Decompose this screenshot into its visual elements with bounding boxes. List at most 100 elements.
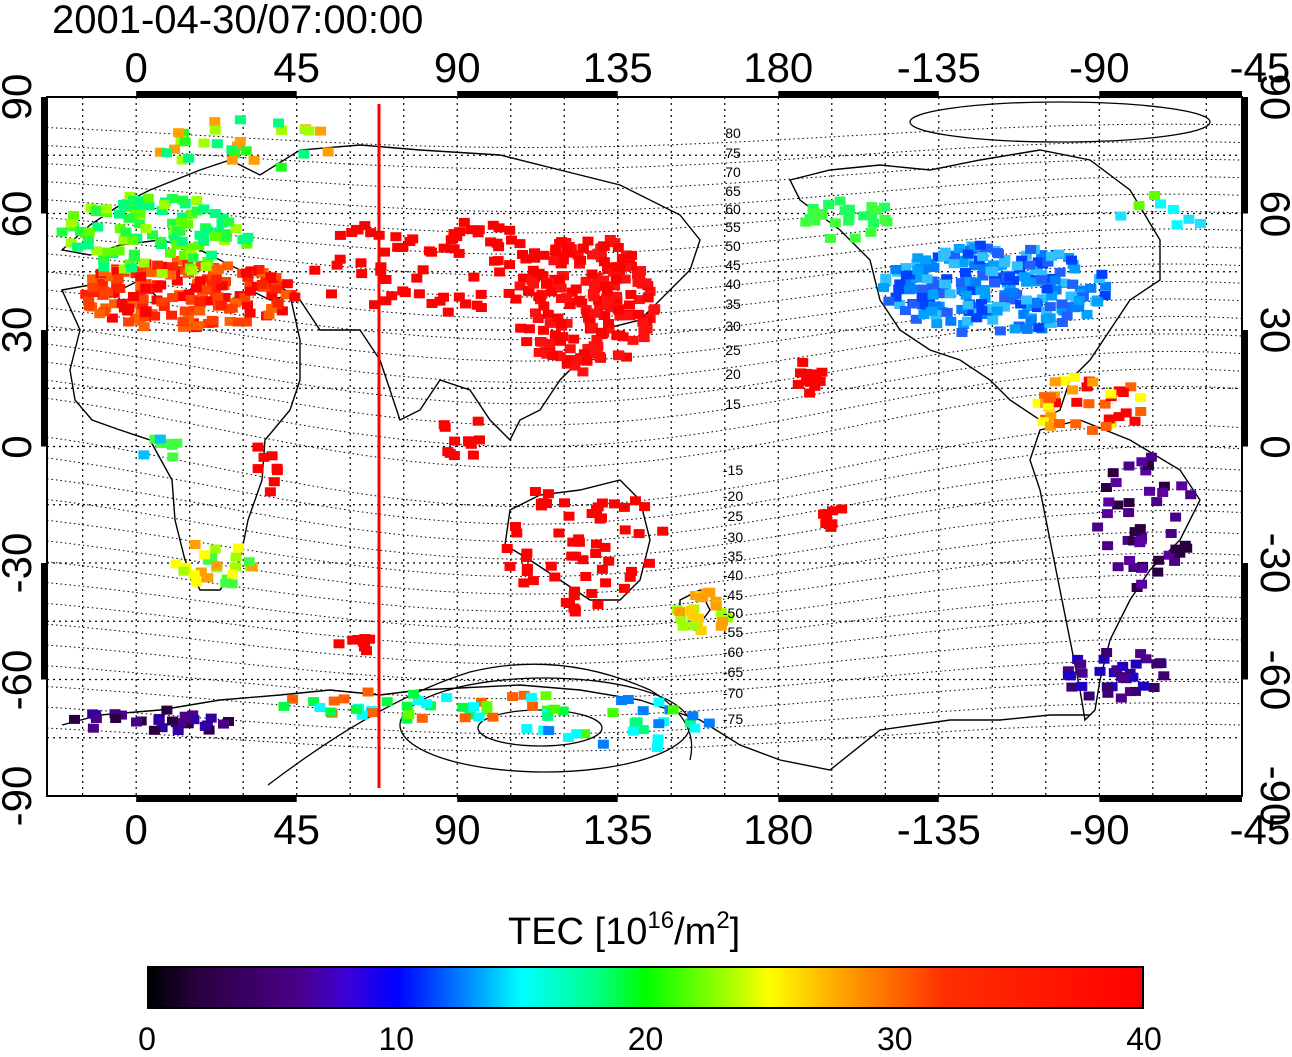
tec-cell xyxy=(569,361,581,371)
tec-cell xyxy=(821,513,833,523)
tec-cell xyxy=(977,271,989,281)
tec-cell xyxy=(1056,304,1068,314)
tec-cell xyxy=(542,711,554,721)
tec-cell xyxy=(169,144,181,154)
tec-cell xyxy=(165,270,177,280)
tec-cell xyxy=(114,224,126,234)
tec-cell xyxy=(245,286,256,296)
tec-cell xyxy=(561,359,573,369)
tec-cell xyxy=(608,267,620,277)
tec-cell xyxy=(1145,452,1157,462)
tec-cell xyxy=(185,295,197,304)
tec-cell xyxy=(928,263,940,272)
tec-cell xyxy=(179,137,191,147)
lat-tick-label-left: 0 xyxy=(0,392,40,502)
tec-cell xyxy=(1087,377,1099,387)
tec-cell xyxy=(224,316,236,326)
tec-cell xyxy=(309,265,321,275)
tec-cell xyxy=(591,343,603,353)
tec-cell xyxy=(1083,691,1095,701)
tec-cell xyxy=(920,255,932,265)
tec-cell xyxy=(72,242,84,252)
tec-cell xyxy=(232,317,244,327)
tec-cell xyxy=(596,513,607,523)
tec-cell xyxy=(138,258,150,268)
tec-cell xyxy=(454,227,466,237)
tec-cell xyxy=(264,487,276,497)
tec-cell xyxy=(390,232,402,242)
tec-cell xyxy=(616,254,628,263)
tec-cell xyxy=(999,293,1011,303)
magnetic-contour-line xyxy=(46,638,1243,682)
contour-label-north: 70 xyxy=(725,164,741,180)
tec-cell xyxy=(128,292,139,301)
tec-cell xyxy=(1128,563,1140,572)
tec-cell xyxy=(1046,251,1057,261)
tec-cell xyxy=(1004,281,1016,291)
tec-cell xyxy=(529,253,541,263)
tec-cell xyxy=(613,351,625,361)
tec-cell xyxy=(272,298,284,308)
tec-cell xyxy=(92,222,104,232)
tec-cell xyxy=(510,522,521,531)
tec-cell xyxy=(521,337,533,347)
tec-cell xyxy=(809,375,821,385)
coastline xyxy=(1029,419,1201,722)
tec-cell xyxy=(578,349,590,359)
tec-cell xyxy=(166,310,178,320)
tec-cell xyxy=(56,227,68,237)
tec-cell xyxy=(579,729,591,739)
tec-cell xyxy=(186,266,198,276)
tec-cell xyxy=(161,148,173,158)
tec-cell xyxy=(98,255,110,265)
tec-cell xyxy=(198,235,209,245)
tec-cell xyxy=(544,339,556,349)
tec-cell xyxy=(140,279,152,289)
tec-cell xyxy=(135,288,147,298)
tec-cell xyxy=(271,466,283,476)
tec-cell xyxy=(598,311,610,320)
tec-cell xyxy=(131,717,142,727)
tec-cell xyxy=(1140,654,1152,664)
tec-cell xyxy=(518,578,530,588)
tec-cell xyxy=(674,607,686,617)
tec-cell xyxy=(182,242,194,252)
tec-cell xyxy=(910,314,922,324)
magnetic-contour-line xyxy=(46,616,1243,665)
tec-cell xyxy=(564,300,576,310)
colorbar-tick-label: 20 xyxy=(627,1021,664,1057)
tec-cell xyxy=(230,224,242,234)
magnetic-contour-line xyxy=(46,211,1243,255)
magnetic-contour-line xyxy=(46,123,1243,149)
tec-cell xyxy=(1076,681,1088,691)
tec-cell xyxy=(904,285,915,295)
contour-label-north: 65 xyxy=(725,183,741,199)
tec-cell xyxy=(653,719,665,729)
tec-cell xyxy=(883,296,895,306)
tec-cell xyxy=(998,258,1010,268)
tec-cell xyxy=(188,305,200,315)
tec-cell xyxy=(1004,272,1016,282)
tec-cell xyxy=(987,315,999,325)
tec-cell xyxy=(206,281,218,291)
tec-cell xyxy=(397,286,409,296)
tec-cell xyxy=(333,639,345,649)
tec-cell xyxy=(802,372,814,382)
tec-cell xyxy=(610,274,622,284)
tec-cell xyxy=(169,235,181,245)
tec-cell xyxy=(596,327,607,337)
tec-cell xyxy=(700,588,712,598)
tec-cell xyxy=(229,298,241,308)
tec-cell xyxy=(1152,567,1164,577)
tec-cell xyxy=(1072,654,1084,664)
tec-cell xyxy=(1083,399,1095,409)
lat-tick-label-right: 60 xyxy=(1252,190,1292,237)
tec-cell xyxy=(178,566,190,576)
tec-cell xyxy=(955,278,967,288)
tec-cell xyxy=(637,725,649,735)
contour-label-north: 50 xyxy=(725,238,741,254)
tec-cell xyxy=(808,369,820,379)
tec-cell xyxy=(118,303,130,313)
tec-cell xyxy=(1094,666,1106,676)
tec-cell xyxy=(176,155,188,165)
